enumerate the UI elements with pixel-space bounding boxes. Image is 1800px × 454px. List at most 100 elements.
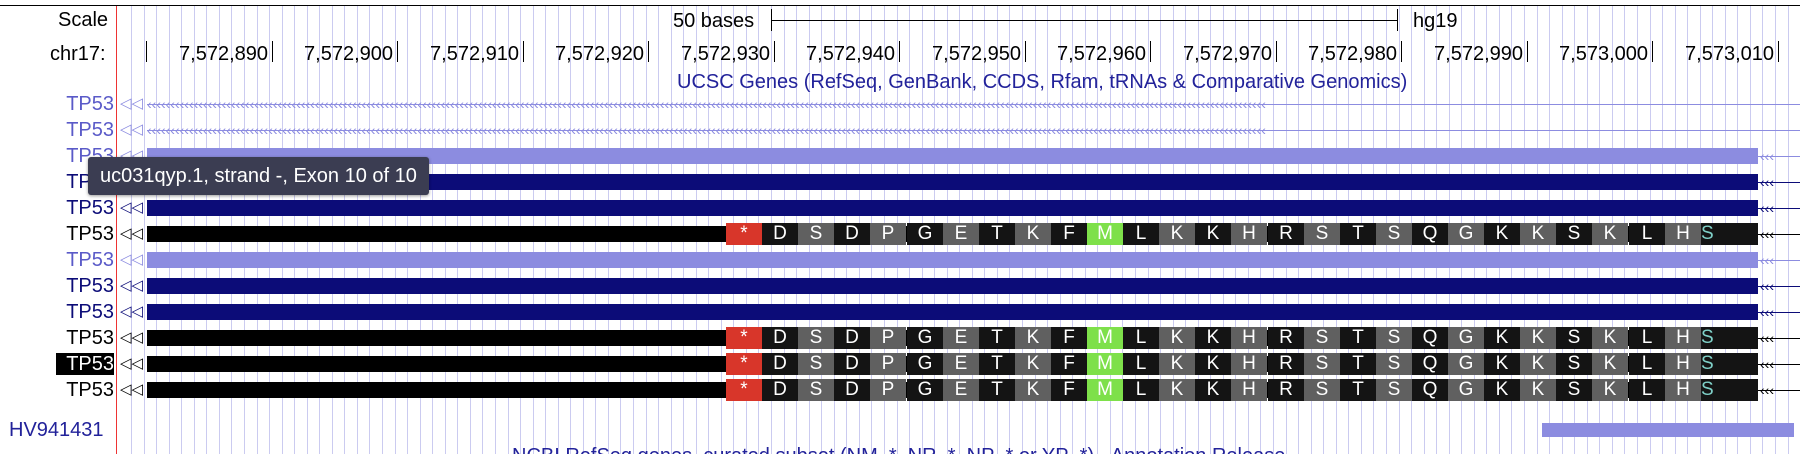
amino-acid: D (762, 327, 798, 349)
gene-label[interactable]: TP53 (56, 353, 114, 375)
amino-acid: S (798, 379, 834, 401)
gene-label[interactable]: TP53 (66, 119, 114, 141)
ruler-position-label: 7,572,950 (932, 43, 1021, 65)
intron-line (1758, 156, 1800, 157)
amino-acid: S (1376, 379, 1412, 401)
strand-chevrons: ‹‹‹‹‹‹‹‹‹‹‹‹‹‹‹‹‹‹‹‹‹‹‹‹‹‹‹‹‹‹‹‹‹‹‹‹‹‹‹‹… (147, 96, 1266, 112)
gene-label[interactable]: TP53 (66, 327, 114, 349)
stop-codon: * (726, 353, 762, 375)
amino-acid: H (1665, 327, 1701, 349)
amino-acid: Q (1412, 379, 1448, 401)
strand-start-arrows: ◁◁ (120, 381, 144, 398)
top-border (0, 5, 1800, 6)
amino-acid: L (1123, 379, 1159, 401)
amino-acid: K (1195, 379, 1231, 401)
exon-bar[interactable] (147, 148, 1758, 164)
exon-bar[interactable] (147, 278, 1758, 294)
left-boundary-line (116, 6, 117, 454)
amino-acid: L (1123, 353, 1159, 375)
amino-acid: K (1520, 353, 1556, 375)
intron-line (1758, 182, 1800, 183)
amino-acid: L (1629, 353, 1665, 375)
intron-line (1758, 234, 1800, 235)
amino-acid: E (943, 379, 979, 401)
amino-acid: L (1629, 327, 1665, 349)
assembly-label: hg19 (1413, 10, 1458, 32)
strand-chevrons: ‹‹‹‹‹‹‹‹‹‹‹‹‹‹‹‹‹‹‹‹‹‹‹‹‹‹‹‹‹‹‹‹‹‹‹‹‹‹‹‹… (147, 122, 1266, 138)
base-grid-line (1762, 6, 1763, 454)
amino-acid: D (762, 353, 798, 375)
amino-acid: T (979, 379, 1015, 401)
scale-label: Scale (58, 9, 109, 31)
amino-acid: T (1340, 353, 1376, 375)
amino-acid: M (1087, 353, 1123, 375)
exon-bar[interactable] (147, 200, 1758, 216)
amino-acid: S (1701, 223, 1758, 245)
amino-acid: S (1556, 379, 1592, 401)
intron-line (147, 130, 1800, 131)
amino-acid: S (798, 353, 834, 375)
amino-acid: S (1304, 327, 1340, 349)
amino-acid: S (1701, 327, 1758, 349)
amino-acid: H (1665, 223, 1701, 245)
base-grid-line (1775, 6, 1776, 454)
amino-acid: K (1159, 353, 1195, 375)
ruler-tick (1401, 41, 1402, 62)
gene-label[interactable]: TP53 (66, 197, 114, 219)
amino-acid: P (870, 353, 906, 375)
amino-acid: R (1268, 353, 1304, 375)
ruler-tick (648, 41, 649, 62)
amino-acid: S (1556, 223, 1592, 245)
ruler-tick (1652, 41, 1653, 62)
amino-acid: L (1629, 379, 1665, 401)
amino-acid: K (1520, 379, 1556, 401)
scale-bar-line (771, 20, 1398, 21)
gene-label[interactable]: TP53 (66, 249, 114, 271)
exon-bar[interactable] (147, 304, 1758, 320)
amino-acid: E (943, 353, 979, 375)
intron-line (147, 104, 1800, 105)
amino-acid: G (1448, 353, 1484, 375)
strand-start-arrows: ◁◁ (120, 355, 144, 372)
ruler-position-label: 7,572,990 (1434, 43, 1523, 65)
ruler-position-label: 7,572,980 (1308, 43, 1397, 65)
amino-acid: T (979, 327, 1015, 349)
amino-acid: R (1268, 223, 1304, 245)
ruler-tick (272, 41, 273, 62)
amino-acid: T (1340, 223, 1376, 245)
gene-label[interactable]: TP53 (66, 301, 114, 323)
exon-bar[interactable] (147, 174, 1758, 190)
next-track-title: NCBI RefSeq genes, curated subset (NM_*,… (512, 444, 1308, 454)
gene-label[interactable]: TP53 (66, 93, 114, 115)
ruler-tick (899, 41, 900, 62)
track-title[interactable]: UCSC Genes (RefSeq, GenBank, CCDS, Rfam,… (677, 71, 1408, 93)
amino-acid: M (1087, 223, 1123, 245)
exon-bar[interactable] (147, 252, 1758, 268)
amino-acid: P (870, 223, 906, 245)
tooltip: uc031qyp.1, strand -, Exon 10 of 10 (88, 157, 429, 195)
amino-acid: G (1448, 223, 1484, 245)
amino-acid: S (1376, 353, 1412, 375)
amino-acid: D (762, 379, 798, 401)
ruler-tick (397, 41, 398, 62)
gene-label[interactable]: TP53 (66, 223, 114, 245)
amino-acid: H (1231, 353, 1267, 375)
ruler-position-label: 7,572,970 (1183, 43, 1272, 65)
amino-acid: G (1448, 327, 1484, 349)
stop-codon: * (726, 327, 762, 349)
amino-acid: R (1268, 327, 1304, 349)
ruler-position-label: 7,572,890 (179, 43, 268, 65)
amino-acid: S (1376, 327, 1412, 349)
strand-start-arrows: ◁◁ (120, 251, 144, 268)
ruler-tick (1025, 41, 1026, 62)
amino-acid: K (1484, 223, 1520, 245)
intron-line (1758, 286, 1800, 287)
gene-label[interactable]: TP53 (66, 379, 114, 401)
gene-label[interactable]: TP53 (66, 275, 114, 297)
amino-acid: D (834, 353, 870, 375)
hv-track-label[interactable]: HV941431 (9, 419, 104, 441)
hv-feature-bar[interactable] (1542, 423, 1794, 437)
strand-start-arrows: ◁◁ (120, 277, 144, 294)
